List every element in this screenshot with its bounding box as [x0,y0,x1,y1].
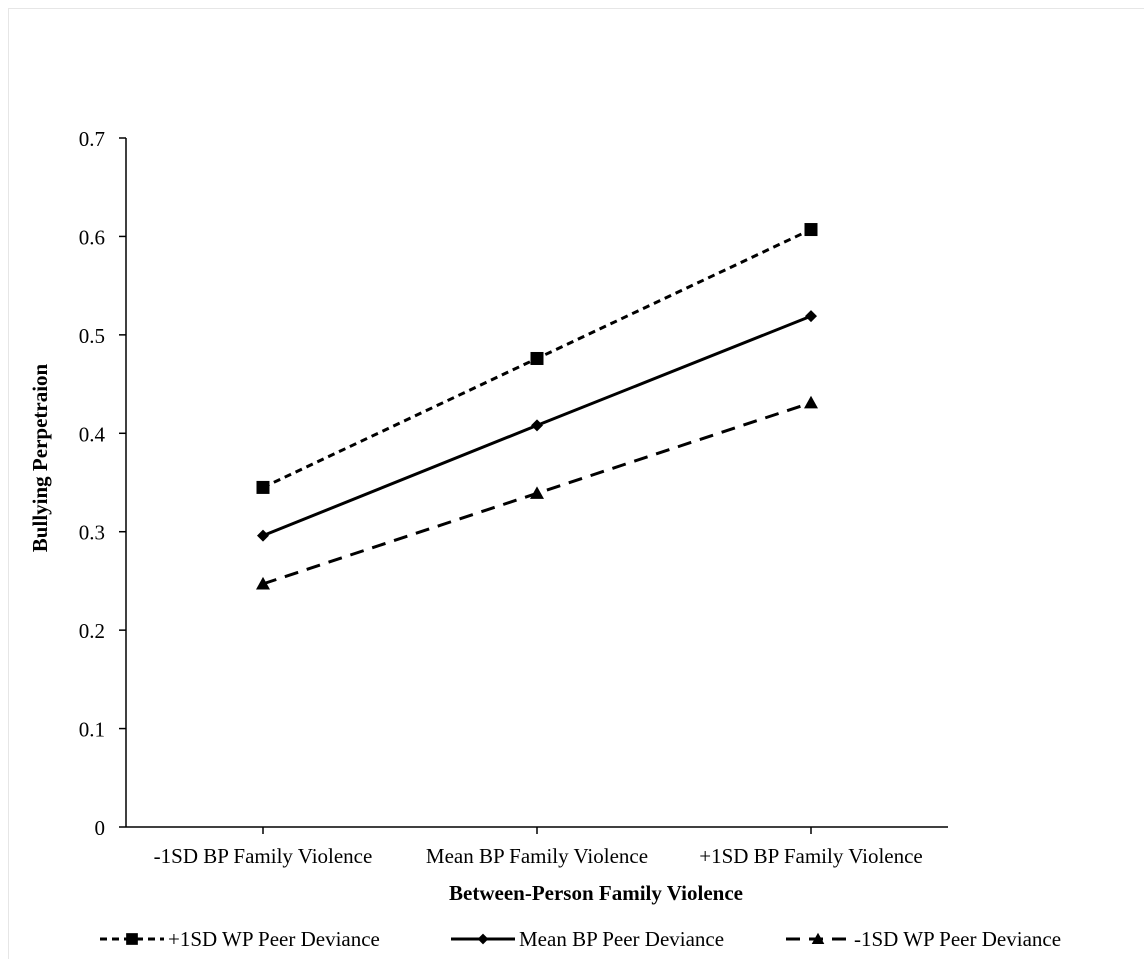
y-tick-label: 0.5 [79,324,105,348]
legend-label: Mean BP Peer Deviance [519,927,724,951]
data-point [530,486,544,499]
data-point [257,529,269,542]
legend-label: -1SD WP Peer Deviance [854,927,1061,951]
legend-marker [811,932,825,945]
legend-marker [477,933,489,945]
data-point [804,395,818,409]
y-tick-label: 0.1 [79,718,105,742]
y-tick-label: 0.7 [79,127,105,151]
legend-item: Mean BP Peer Deviance [451,927,724,951]
legend-marker [126,933,138,945]
x-tick-label: Mean BP Family Violence [426,844,648,868]
series-layer [256,223,818,590]
series-square [256,223,818,494]
legend-item: -1SD WP Peer Deviance [786,927,1061,951]
data-point [256,576,270,590]
series-diamond [257,310,817,542]
y-tick-label: 0 [95,816,106,840]
y-tick-label: 0.3 [79,521,105,545]
x-axis-label: Between-Person Family Violence [449,881,743,905]
y-tick-label: 0.2 [79,619,105,643]
x-tick-label: -1SD BP Family Violence [154,844,373,868]
y-ticks: 0 0.1 0.2 0.3 0.4 0.5 0.6 0.7 [79,127,126,840]
chart-frame [8,8,1144,959]
data-point [804,223,818,237]
x-tick-label: +1SD BP Family Violence [699,844,923,868]
legend-label: +1SD WP Peer Deviance [168,927,380,951]
data-point [531,419,543,432]
data-point [256,480,270,494]
y-tick-label: 0.6 [79,225,105,249]
data-point [805,310,817,323]
series-triangle [256,395,818,590]
data-point [530,351,544,365]
x-ticks: -1SD BP Family Violence Mean BP Family Vi… [154,827,923,868]
legend-item: +1SD WP Peer Deviance [100,927,380,951]
axes [125,138,948,828]
y-tick-label: 0.4 [79,422,106,446]
legend: +1SD WP Peer Deviance Mean BP Peer Devian… [100,927,1061,951]
y-axis-label: Bullying Perpetraion [28,363,52,552]
